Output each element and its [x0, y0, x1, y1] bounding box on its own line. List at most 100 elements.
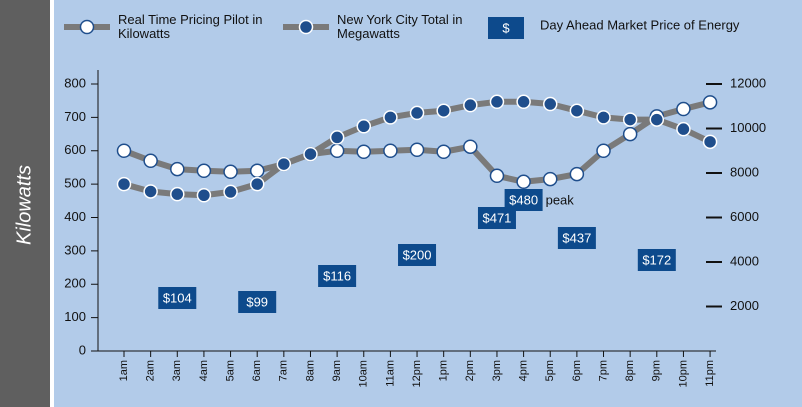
- y2-tick-label: 2000: [730, 298, 759, 313]
- x-tick-label: 12pm: [411, 360, 423, 388]
- legend-label: Real Time Pricing Pilot in Kilowatts: [118, 13, 263, 41]
- x-tick-label: 1pm: [438, 360, 450, 381]
- series-marker: [356, 119, 372, 134]
- y-tick-label: 500: [64, 176, 86, 191]
- price-box: [158, 287, 197, 309]
- y2-tick-label: 6000: [730, 209, 759, 224]
- series-marker: [356, 144, 372, 160]
- series-marker: [649, 112, 665, 127]
- series-marker: [249, 176, 265, 192]
- series-marker: [196, 163, 212, 179]
- series-marker: [170, 186, 185, 202]
- x-tick-label: 3am: [171, 360, 183, 381]
- x-tick-label: 6pm: [571, 360, 583, 381]
- legend-label: New York City Total in Megawatts: [337, 13, 463, 41]
- y-label-bar: [0, 0, 50, 407]
- series-marker: [622, 112, 638, 127]
- plot-panel: [54, 0, 802, 407]
- legend-price-box: [488, 17, 524, 39]
- x-tick-label: 5am: [224, 360, 236, 381]
- series-marker: [489, 94, 505, 110]
- y2-tick-label: 8000: [730, 164, 759, 179]
- x-tick-label: 10am: [358, 360, 370, 388]
- series-marker: [463, 97, 478, 113]
- x-tick-label: 2pm: [464, 360, 476, 381]
- y-tick-label: 400: [64, 209, 86, 224]
- x-tick-label: 9am: [331, 360, 343, 381]
- price-label: $116: [323, 268, 351, 283]
- price-box: [557, 227, 596, 249]
- series-marker: [702, 134, 718, 150]
- x-tick-label: 11am: [384, 360, 396, 387]
- series-marker: [116, 143, 132, 158]
- x-tick-label: 11pm: [704, 360, 716, 387]
- series-marker: [383, 143, 398, 158]
- series-marker: [276, 156, 292, 172]
- price-label: $471: [482, 210, 511, 225]
- series-marker: [676, 101, 691, 117]
- y-tick-label: 800: [64, 75, 86, 90]
- series-marker: [170, 161, 185, 177]
- series-marker: [542, 171, 558, 187]
- x-tick-label: 4pm: [518, 360, 530, 381]
- series-marker: [436, 144, 451, 160]
- y-axis-label: Kilowatts: [13, 165, 35, 245]
- legend-price-label: Day Ahead Market Price of Energy: [540, 17, 740, 32]
- series-marker: [463, 139, 478, 154]
- price-label: $99: [246, 294, 268, 309]
- series-marker: [676, 121, 691, 137]
- price-label: $172: [642, 252, 671, 267]
- x-tick-label: 8pm: [624, 360, 636, 381]
- y-tick-label: 300: [64, 242, 86, 257]
- x-tick-label: 8am: [304, 360, 316, 381]
- series-marker: [489, 168, 505, 184]
- series-marker: [249, 163, 265, 179]
- x-tick-label: 4am: [198, 360, 210, 381]
- legend-label: New York City Total in Megawatts: [337, 13, 463, 41]
- x-tick-label: 1am: [118, 360, 130, 381]
- price-box: [477, 207, 516, 229]
- series-marker: [409, 105, 425, 121]
- series-marker: [542, 96, 558, 112]
- series-marker: [596, 110, 611, 125]
- series-marker: [516, 94, 531, 110]
- series-marker: [569, 103, 585, 118]
- price-box: [398, 244, 437, 266]
- series-marker: [143, 153, 158, 169]
- price-box: [504, 189, 543, 211]
- y-tick-label: 0: [79, 342, 86, 357]
- series-marker: [329, 143, 345, 158]
- series-marker: [409, 142, 425, 157]
- series-marker: [143, 184, 158, 199]
- x-tick-label: 3pm: [491, 360, 503, 381]
- series-marker: [596, 143, 611, 158]
- series-marker: [223, 184, 238, 200]
- price-box: [238, 291, 277, 313]
- legend-label: Real Time Pricing Pilot in Kilowatts: [118, 13, 263, 41]
- price-label: $200: [403, 247, 432, 262]
- y-tick-label: 200: [64, 276, 86, 291]
- x-tick-label: 10pm: [677, 360, 689, 388]
- x-tick-label: 9pm: [651, 360, 663, 381]
- y2-tick-label: 10000: [730, 120, 766, 135]
- x-tick-label: 7pm: [597, 360, 609, 381]
- price-box: [637, 249, 676, 271]
- series-marker: [622, 126, 638, 142]
- price-box: [318, 265, 357, 287]
- y2-tick-label: 12000: [730, 75, 766, 90]
- y-tick-label: 600: [64, 142, 86, 157]
- y-tick-label: 700: [64, 109, 86, 124]
- price-label: $104: [163, 290, 192, 305]
- series-marker: [223, 164, 238, 180]
- x-tick-label: 2am: [145, 360, 157, 381]
- annotation: peak: [546, 192, 575, 207]
- series-marker: [436, 103, 451, 118]
- price-label: $480: [509, 192, 538, 207]
- series-marker: [702, 95, 718, 110]
- series-marker: [116, 176, 132, 192]
- x-tick-label: 7am: [278, 360, 290, 381]
- series-marker: [383, 110, 398, 125]
- x-tick-label: 5pm: [544, 360, 556, 381]
- x-tick-label: 6am: [251, 360, 263, 381]
